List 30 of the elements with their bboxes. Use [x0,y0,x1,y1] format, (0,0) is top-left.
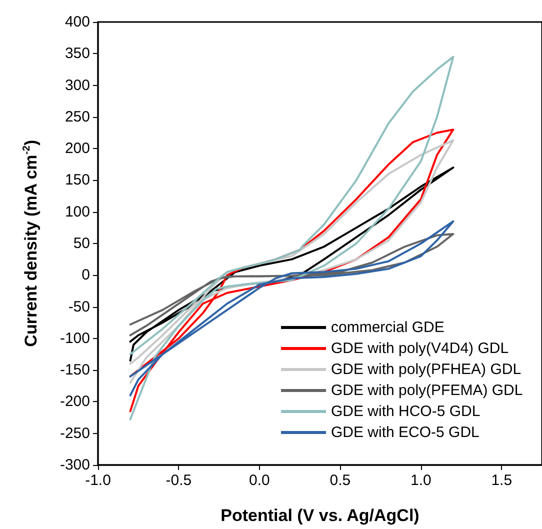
x-tick-label: -1.0 [85,472,111,489]
y-tick-label: -150 [60,362,90,379]
y-tick-label: 100 [64,203,90,220]
x-tick-label: 1.5 [491,472,512,489]
y-tick-label: 350 [64,45,90,62]
legend-label: GDE with poly(PFEMA) GDL [331,382,523,399]
legend-label: commercial GDE [331,319,444,336]
y-tick-label: 400 [64,14,90,30]
line-series [129,233,454,336]
x-axis-title: Potential (V vs. Ag/AgCl) [220,506,420,525]
legend-label: GDE with ECO-5 GDL [331,424,480,441]
y-tick-label: -200 [60,393,90,410]
legend-label: GDE with poly(V4D4) GDL [331,340,509,357]
legend-label: GDE with poly(PFHEA) GDL [331,361,522,378]
y-axis-title: Current density (mA cm-2) [22,140,40,347]
x-tick-label: 0.5 [330,472,351,489]
x-tick-label: 1.0 [410,472,432,489]
x-tick-label: -0.5 [166,472,192,489]
y-tick-label: -300 [60,456,90,474]
y-tick-label: -100 [60,330,90,347]
y-tick-label: 300 [64,76,90,94]
x-tick-label: 0.0 [249,472,270,489]
y-tick-label: -50 [68,298,90,316]
y-tick-label: -250 [60,424,90,442]
y-tick-label: 50 [73,235,90,252]
y-tick-label: 250 [64,108,90,126]
y-tick-label: 150 [64,172,90,189]
legend-label: GDE with HCO-5 GDL [331,403,480,420]
y-tick-label: 0 [82,266,90,284]
y-tick-label: 200 [64,140,90,158]
